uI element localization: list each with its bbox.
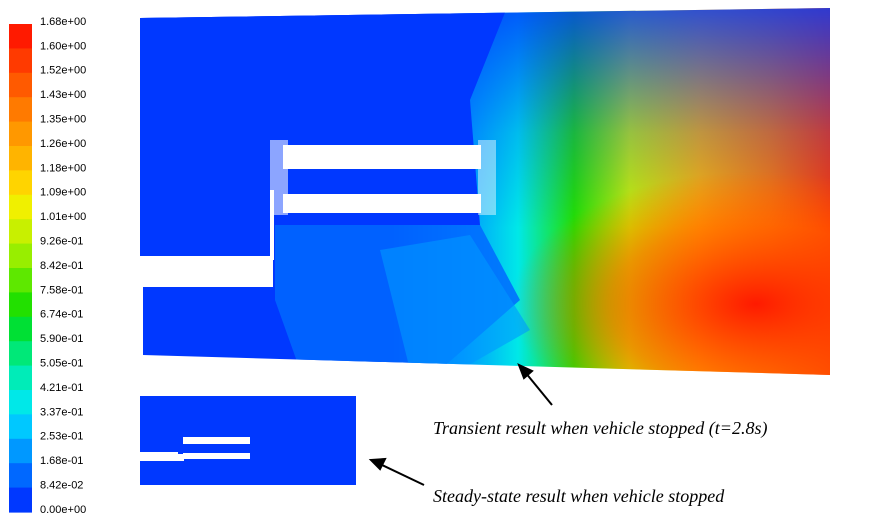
legend-swatch [9,121,32,147]
arrow-icon [368,457,425,486]
legend-tick-label: 4.21e-01 [40,382,83,394]
legend-tick-label: 1.60e+00 [40,40,86,52]
transient-caption: Transient result when vehicle stopped (t… [433,418,768,438]
transient-contour-plot [140,8,830,375]
legend-swatch [9,97,32,123]
steady-caption: Steady-state result when vehicle stopped [433,486,725,506]
legend-swatch [9,316,32,342]
legend-swatch [9,463,32,489]
legend-tick-label: 1.26e+00 [40,138,86,150]
legend-tick-label: 1.35e+00 [40,114,86,126]
arrow-icon [517,363,553,406]
legend-tick-label: 5.05e-01 [40,358,83,370]
legend-swatch [9,365,32,391]
legend-tick-label: 1.43e+00 [40,89,86,101]
legend-swatch [9,146,32,171]
legend-swatch [9,268,32,293]
legend-tick-label: 9.26e-01 [40,236,83,248]
legend-tick-label: 2.53e-01 [40,431,83,443]
legend-swatch [9,48,32,74]
legend-swatch [9,487,32,513]
legend-swatch [9,170,32,196]
legend-tick-label: 1.52e+00 [40,65,86,77]
lower-plate [283,194,481,213]
legend-tick-label: 1.68e+00 [40,16,86,28]
legend-color-bar [9,24,32,513]
legend-swatch [9,24,32,49]
legend-tick-label: 8.42e-01 [40,260,83,272]
steady-state-contour-plot [138,396,356,485]
legend-tick-label: 0.00e+00 [40,504,86,515]
upper-plate [283,145,481,169]
legend-swatch [9,72,32,98]
legend-tick-label: 3.37e-01 [40,406,83,418]
color-legend: 1.68e+00 1.60e+00 1.52e+00 1.43e+00 1.35e+00… [9,16,86,515]
legend-tick-label: 1.01e+00 [40,211,86,223]
legend-swatch [9,390,32,415]
legend-tick-label: 8.42e-02 [40,480,83,492]
legend-tick-label: 1.18e+00 [40,162,86,174]
legend-tick-label: 1.09e+00 [40,187,86,199]
legend-tick-label: 7.58e-01 [40,284,83,296]
legend-tick-label: 6.74e-01 [40,309,83,321]
legend-tick-label: 5.90e-01 [40,333,83,345]
legend-swatch [9,194,32,220]
legend-tick-labels: 1.68e+00 1.60e+00 1.52e+00 1.43e+00 1.35e+00… [40,16,86,515]
legend-swatch [9,414,32,440]
legend-tick-label: 1.68e-01 [40,455,83,467]
legend-swatch [9,219,32,245]
legend-swatch [9,292,32,318]
legend-swatch [9,438,32,464]
legend-swatch [9,341,32,367]
legend-swatch [9,243,32,269]
